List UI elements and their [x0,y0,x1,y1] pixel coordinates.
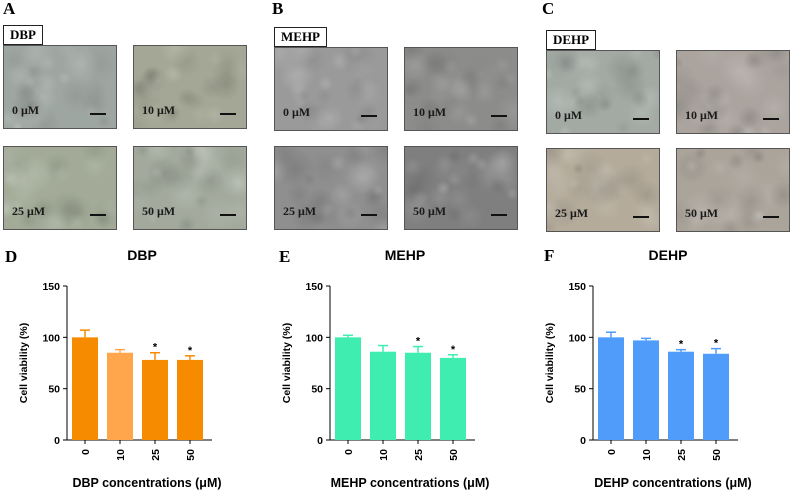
y-axis-label: Cell viability (%) [18,323,30,404]
bar [703,353,729,440]
bar [405,352,431,440]
y-tick-label: 50 [574,384,586,396]
significance-star: * [451,344,456,356]
bar [370,351,396,440]
bar [440,357,466,440]
significance-star: * [153,342,158,354]
bar [177,359,203,440]
concentration-label: 25 μM [283,204,317,218]
scale-bar [633,216,649,218]
micrograph-dehp-10: 10 μM [676,50,790,134]
x-tick-label: 10 [378,449,390,461]
panel-letter-e: E [279,247,291,266]
concentration-label: 0 μM [555,108,583,122]
micrograph-mehp-50: 50 μM [404,146,518,230]
micrograph-mehp-10: 10 μM [404,47,518,131]
y-tick-label: 0 [580,435,586,447]
bar [668,351,694,440]
chart-title: MEHP [385,247,425,263]
significance-star: * [679,339,684,351]
micrograph-dbp-0: 0 μM [3,45,117,129]
panel-letter-c: C [542,0,555,18]
bar-chart-mehp: MEHP 0 50 100 150 Cell viability (%) 0 10 * 25 * 50… [281,247,490,490]
scale-bar [763,118,779,120]
scale-bar [491,115,507,117]
bar [335,337,361,440]
bar [72,337,98,440]
bar [107,352,133,440]
scale-bar [633,118,649,120]
micrograph-dehp-25: 25 μM [546,148,660,232]
y-axis-label: Cell viability (%) [544,323,556,404]
x-tick-label: 50 [185,449,197,461]
x-tick-label: 25 [150,449,162,461]
y-axis-label: Cell viability (%) [281,323,293,404]
compound-label-dbp: DBP [3,25,43,45]
micrograph-dbp-25: 25 μM [3,146,117,230]
x-tick-label: 25 [413,449,425,461]
bar [142,359,168,440]
y-tick-label: 150 [305,281,323,293]
compound-label-mehp: MEHP [274,27,327,47]
chart-title: DEHP [649,247,688,263]
concentration-label: 25 μM [555,206,589,220]
y-tick-label: 50 [48,384,60,396]
scale-bar [90,113,106,115]
bar [598,337,624,440]
micrograph-mehp-25: 25 μM [274,146,388,230]
x-tick-label: 0 [606,449,618,455]
significance-star: * [416,336,421,348]
concentration-label: 10 μM [413,105,447,119]
micrograph-dehp-50: 50 μM [676,148,790,232]
micrograph-mehp-0: 0 μM [274,47,388,131]
scale-bar [220,113,236,115]
bar-chart-dehp: DEHP 0 50 100 150 Cell viability (%) 0 10 * 25 * 50… [544,247,752,490]
y-tick-label: 50 [311,384,323,396]
x-tick-label: 50 [711,449,723,461]
x-tick-label: 10 [641,449,653,461]
x-tick-label: 25 [676,449,688,461]
y-tick-label: 0 [317,435,323,447]
micrograph-dbp-50: 50 μM [133,146,247,230]
x-axis-label: DEHP concentrations (μM) [594,476,751,490]
x-tick-label: 0 [343,449,355,455]
x-tick-label: 0 [80,449,92,455]
y-tick-label: 150 [568,281,586,293]
scale-bar [763,216,779,218]
scale-bar [361,115,377,117]
concentration-label: 0 μM [283,105,311,119]
x-axis-label: DBP concentrations (μM) [72,476,221,490]
scale-bar [361,214,377,216]
x-tick-label: 10 [115,449,127,461]
x-tick-label: 50 [448,449,460,461]
y-tick-label: 150 [42,281,60,293]
scale-bar [491,214,507,216]
significance-star: * [714,338,719,350]
y-tick-label: 100 [305,332,323,344]
panel-letter-d: D [5,247,18,266]
concentration-label: 50 μM [413,204,447,218]
y-tick-label: 100 [568,332,586,344]
concentration-label: 10 μM [685,108,719,122]
scale-bar [90,214,106,216]
y-tick-label: 100 [42,332,60,344]
panel-letter-a: A [3,0,16,18]
y-tick-label: 0 [54,435,60,447]
chart-title: DBP [127,247,157,263]
concentration-label: 10 μM [142,103,176,117]
micrograph-dehp-0: 0 μM [546,50,660,134]
x-axis-label: MEHP concentrations (μM) [331,476,490,490]
concentration-label: 25 μM [12,204,46,218]
bar [633,340,659,440]
compound-label-dehp: DEHP [546,30,597,50]
panel-letter-b: B [272,0,284,18]
significance-star: * [188,345,193,357]
concentration-label: 50 μM [685,206,719,220]
bar-chart-dbp: DBP 0 50 100 150 Cell viability (%) 0 10 * 25 * 50 D… [18,247,222,490]
micrograph-dbp-10: 10 μM [133,45,247,129]
scale-bar [220,214,236,216]
concentration-label: 50 μM [142,204,176,218]
concentration-label: 0 μM [12,103,40,117]
panel-letter-f: F [544,246,555,265]
